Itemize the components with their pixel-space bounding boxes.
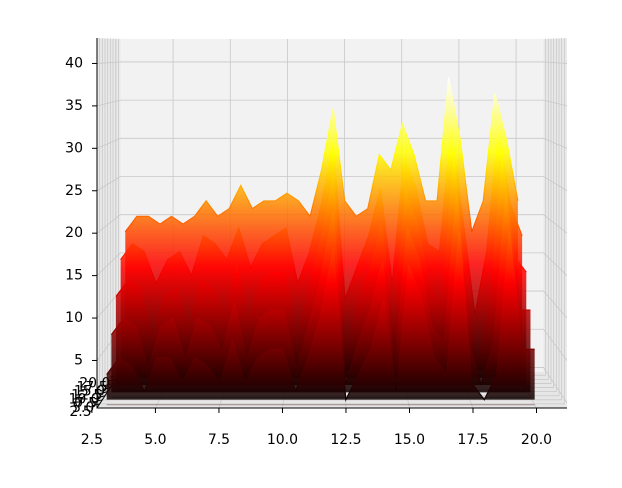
y-tick-label: 7.5 — [75, 396, 97, 412]
y-tick-label: 2.5 — [69, 404, 91, 420]
z-tick-label: 25 — [65, 183, 83, 199]
x-tick-label: 12.5 — [330, 432, 361, 448]
y-tick — [99, 391, 108, 395]
surface-edge — [115, 159, 527, 362]
y-tick-label: 17.5 — [77, 379, 108, 395]
surface-edge — [106, 231, 535, 402]
grid-line — [99, 38, 565, 405]
z-tick-label: 10 — [65, 310, 83, 326]
grid-line — [96, 99, 568, 107]
x-tick-label: 20.0 — [521, 432, 552, 448]
y-tick-label: 12.5 — [71, 388, 102, 404]
y-tick-label: 20.0 — [79, 375, 110, 391]
z-tick-label: 0 — [74, 395, 83, 411]
z-tick-label: 35 — [65, 98, 83, 114]
grid-line — [101, 38, 563, 401]
left-pane — [97, 38, 121, 408]
x-tick-label: 5.0 — [144, 432, 166, 448]
y-tick-label: 10.0 — [69, 392, 100, 408]
x-tick-label: 7.5 — [208, 432, 230, 448]
grid-line — [96, 61, 568, 64]
y-tick — [96, 395, 106, 399]
x-tick-label: 17.5 — [457, 432, 488, 448]
y-tick — [91, 403, 100, 407]
z-tick-label: 5 — [74, 352, 83, 368]
surface-edge — [120, 125, 523, 315]
z-tick-label: 40 — [65, 55, 83, 71]
right-pane — [543, 38, 567, 408]
z-tick-label: 15 — [65, 268, 83, 284]
z-tick-label: 30 — [65, 140, 83, 156]
y-tick — [94, 399, 103, 403]
z-tick-label: 20 — [65, 225, 83, 241]
x-tick-label: 15.0 — [394, 432, 425, 448]
x-tick-label: 2.5 — [81, 432, 103, 448]
y-tick-label: 5.0 — [72, 400, 94, 416]
surface-edge — [124, 77, 519, 233]
x-tick-label: 10.0 — [267, 432, 298, 448]
